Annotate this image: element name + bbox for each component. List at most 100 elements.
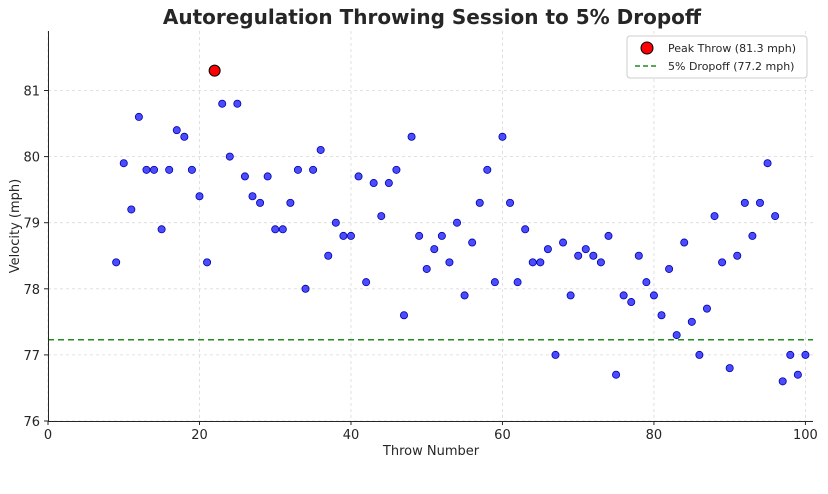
data-point: [559, 238, 568, 247]
data-point: [256, 198, 265, 207]
data-point: [286, 198, 295, 207]
data-point: [649, 291, 658, 300]
data-point: [627, 298, 636, 307]
data-point: [293, 165, 302, 174]
data-point: [718, 258, 727, 267]
data-point: [324, 251, 333, 260]
data-point: [778, 377, 787, 386]
data-point: [687, 317, 696, 326]
y-tick-label: 77: [23, 349, 40, 364]
data-point: [445, 258, 454, 267]
data-point: [619, 291, 628, 300]
legend-box: [626, 35, 808, 79]
legend-peak-marker: [640, 41, 654, 55]
y-tick-label: 80: [23, 151, 40, 166]
data-point: [415, 231, 424, 240]
data-point: [278, 225, 287, 234]
x-axis-label: Throw Number: [382, 444, 480, 459]
legend: Peak Throw (81.3 mph) 5% Dropoff (77.2 m…: [626, 35, 808, 79]
x-ticks: 0 20 40 60 80 100: [44, 421, 818, 443]
data-point: [263, 172, 272, 181]
data-point: [127, 205, 136, 214]
x-tick-label: 100: [793, 428, 818, 443]
data-point: [642, 278, 651, 287]
y-tick-label: 79: [23, 217, 40, 232]
data-point: [203, 258, 212, 267]
data-point: [793, 370, 802, 379]
x-tick-label: 0: [44, 428, 52, 443]
data-point: [240, 172, 249, 181]
chart-title: Autoregulation Throwing Session to 5% Dr…: [163, 5, 702, 29]
data-point: [142, 165, 151, 174]
data-point: [165, 165, 174, 174]
x-tick-label: 60: [494, 428, 511, 443]
data-point: [384, 179, 393, 188]
data-point: [725, 364, 734, 373]
x-tick-label: 20: [191, 428, 208, 443]
data-point: [801, 350, 810, 359]
data-point: [755, 198, 764, 207]
data-point: [521, 225, 530, 234]
data-point: [657, 311, 666, 320]
data-point: [680, 238, 689, 247]
data-point: [506, 198, 515, 207]
data-point: [271, 225, 280, 234]
data-point: [672, 331, 681, 340]
data-point: [460, 291, 469, 300]
data-point: [392, 165, 401, 174]
data-point: [574, 251, 583, 260]
data-point: [354, 172, 363, 181]
data-point: [437, 231, 446, 240]
data-point: [665, 264, 674, 273]
data-point: [475, 198, 484, 207]
data-point: [339, 231, 348, 240]
y-tick-label: 78: [23, 283, 40, 298]
data-point: [453, 218, 462, 227]
data-point: [225, 152, 234, 161]
data-point: [581, 245, 590, 254]
data-point: [157, 225, 166, 234]
axes: [48, 31, 813, 422]
y-axis-label: Velocity (mph): [8, 179, 23, 273]
data-point: [233, 99, 242, 108]
data-point: [195, 192, 204, 201]
data-point: [309, 165, 318, 174]
data-point: [702, 304, 711, 313]
y-tick-label: 81: [23, 84, 40, 99]
data-point: [490, 278, 499, 287]
data-point: [248, 192, 257, 201]
y-ticks: 76 77 78 79 80 81: [23, 84, 48, 430]
data-point: [316, 145, 325, 154]
data-point: [536, 258, 545, 267]
data-point: [218, 99, 227, 108]
data-point: [528, 258, 537, 267]
data-point: [543, 245, 552, 254]
data-point: [172, 126, 181, 135]
data-point: [589, 251, 598, 260]
legend-dropoff-label: 5% Dropoff (77.2 mph): [668, 60, 794, 73]
data-point: [187, 165, 196, 174]
data-point: [468, 238, 477, 247]
data-point: [748, 231, 757, 240]
data-point: [112, 258, 121, 267]
data-point: [483, 165, 492, 174]
data-point: [551, 350, 560, 359]
data-point: [604, 231, 613, 240]
data-point: [180, 132, 189, 141]
x-tick-label: 40: [343, 428, 360, 443]
data-point: [513, 278, 522, 287]
data-point: [150, 165, 159, 174]
y-tick-label: 76: [23, 415, 40, 430]
data-point: [134, 112, 143, 121]
data-point: [422, 264, 431, 273]
data-point: [346, 231, 355, 240]
data-point: [362, 278, 371, 287]
data-point: [634, 251, 643, 260]
data-point: [733, 251, 742, 260]
data-point: [301, 284, 310, 293]
data-point: [119, 159, 128, 168]
peak-throw-point: [208, 64, 221, 77]
data-point: [407, 132, 416, 141]
data-point: [498, 132, 507, 141]
